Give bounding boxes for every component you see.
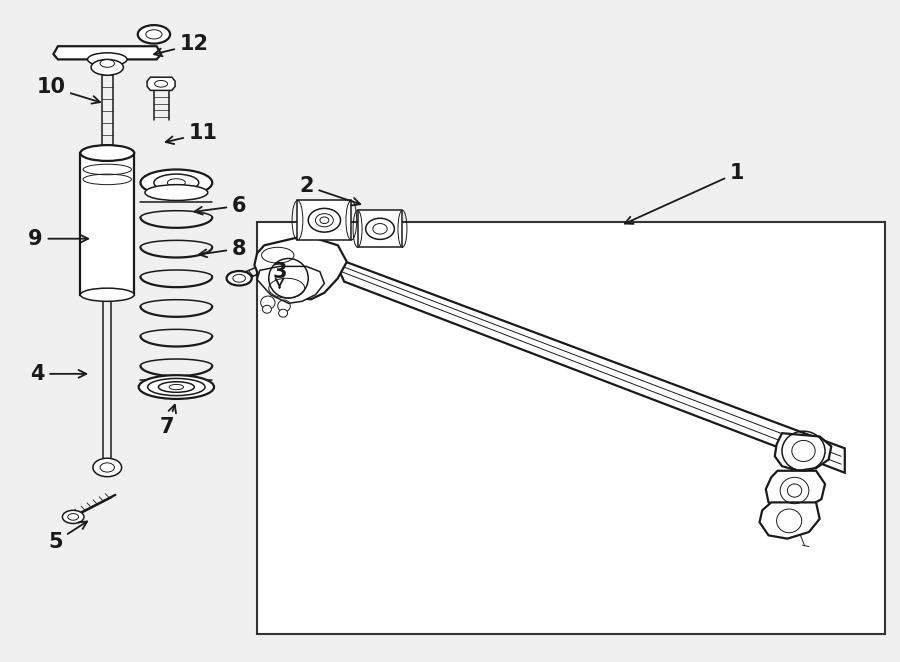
Text: 4: 4	[30, 364, 86, 384]
Text: 12: 12	[154, 34, 209, 56]
Ellipse shape	[145, 185, 208, 201]
Text: 8: 8	[199, 238, 247, 259]
Polygon shape	[147, 77, 176, 91]
Ellipse shape	[263, 305, 272, 313]
Ellipse shape	[91, 60, 123, 75]
Text: 5: 5	[48, 522, 87, 552]
Polygon shape	[333, 257, 845, 473]
Ellipse shape	[227, 271, 252, 285]
Ellipse shape	[279, 309, 288, 317]
Polygon shape	[257, 266, 324, 303]
Polygon shape	[760, 502, 820, 539]
Text: 6: 6	[194, 196, 247, 216]
Polygon shape	[53, 46, 161, 60]
Text: 1: 1	[625, 163, 744, 224]
Ellipse shape	[139, 375, 214, 399]
Ellipse shape	[140, 169, 212, 196]
Polygon shape	[298, 201, 351, 240]
Text: 2: 2	[299, 176, 360, 205]
Ellipse shape	[80, 145, 134, 161]
Text: 10: 10	[36, 77, 100, 104]
Polygon shape	[357, 211, 402, 248]
Polygon shape	[255, 236, 346, 299]
Polygon shape	[766, 471, 825, 510]
Ellipse shape	[138, 25, 170, 44]
Text: 9: 9	[28, 228, 88, 249]
Ellipse shape	[62, 510, 84, 524]
Text: 3: 3	[273, 261, 287, 287]
Text: 7: 7	[160, 404, 176, 436]
Bar	[257, 222, 886, 634]
Ellipse shape	[87, 53, 127, 66]
Polygon shape	[775, 433, 832, 471]
Ellipse shape	[93, 458, 122, 477]
Ellipse shape	[80, 288, 134, 301]
Text: 11: 11	[166, 123, 218, 144]
Polygon shape	[80, 153, 134, 295]
